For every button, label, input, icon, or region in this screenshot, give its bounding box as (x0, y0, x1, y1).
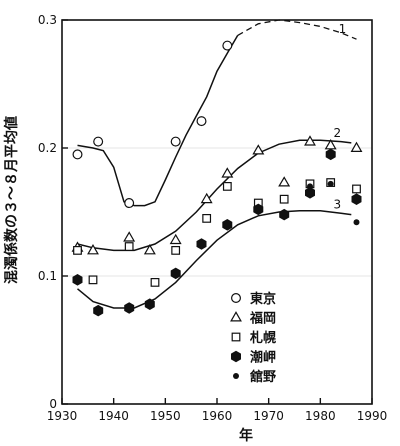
point-4 (93, 304, 104, 317)
y-tick-label: 0 (49, 397, 57, 411)
point-2 (252, 144, 265, 155)
point-1 (124, 198, 135, 209)
x-tick-label: 1990 (357, 409, 388, 423)
x-tick-label: 1980 (305, 409, 336, 423)
x-tick-label: 1960 (202, 409, 233, 423)
point-3 (73, 246, 82, 255)
y-axis-label: 混濁係数の３～８月平均値 (3, 116, 20, 284)
x-tick-label: 1970 (253, 409, 284, 423)
point-1 (72, 149, 83, 160)
curve-label-3: 3 (334, 198, 342, 212)
x-tick-label: 1930 (47, 409, 78, 423)
legend-label: 潮岬 (250, 350, 276, 366)
y-tick-label: 0.3 (38, 13, 57, 27)
point-2 (278, 176, 291, 187)
data-points (71, 40, 363, 317)
point-3 (124, 242, 134, 251)
legend-label: 東京 (250, 291, 276, 307)
point-3 (202, 214, 212, 223)
gridlines (62, 147, 372, 277)
point-4 (351, 193, 362, 205)
curve-1-solid (77, 35, 239, 207)
point-2 (221, 167, 234, 178)
point-1 (93, 136, 104, 147)
point-4 (144, 298, 155, 310)
point-1 (222, 40, 233, 51)
y-axis-ticks: 0 0.1 0.2 0.3 (38, 13, 68, 411)
point-4 (72, 274, 83, 286)
point-2 (123, 231, 136, 242)
point-4 (305, 187, 315, 199)
point-4 (279, 208, 290, 221)
legend-label: 福岡 (249, 311, 276, 327)
point-3 (222, 182, 232, 191)
point-4 (325, 148, 336, 161)
x-axis-label: 年 (239, 427, 253, 444)
point-4 (222, 219, 233, 231)
point-5 (307, 183, 313, 190)
point-3 (171, 246, 181, 255)
legend-marker-2 (230, 311, 242, 322)
point-2 (87, 243, 99, 255)
x-axis-ticks: 1930 1940 1950 1960 1970 1980 1990 (47, 398, 388, 423)
legend-label: 札幌 (249, 330, 276, 346)
y-tick-label: 0.2 (38, 141, 57, 155)
point-4 (124, 302, 135, 314)
point-5 (353, 219, 360, 226)
y-tick-label: 0.1 (38, 269, 57, 283)
point-3 (279, 194, 289, 204)
point-2 (200, 192, 213, 204)
fitted-curves (77, 19, 357, 309)
curve-label-2: 2 (334, 126, 342, 140)
point-2 (143, 243, 156, 255)
curve-3 (77, 209, 352, 309)
curve-labels: 1 2 3 (334, 22, 347, 211)
x-tick-label: 1950 (150, 409, 181, 423)
point-4 (170, 267, 181, 280)
curve-label-1: 1 (339, 22, 347, 36)
point-2 (169, 233, 182, 245)
curve-1-dashed (237, 19, 357, 40)
point-1 (196, 116, 207, 127)
point-1 (170, 136, 181, 147)
legend-label: 舘野 (249, 369, 276, 385)
legend-marker-4 (231, 350, 241, 363)
point-4 (196, 238, 207, 250)
point-5 (327, 180, 334, 187)
point-3 (150, 278, 160, 287)
legend-marker-1 (231, 293, 242, 304)
x-tick-label: 1940 (98, 409, 129, 423)
point-3 (352, 184, 361, 194)
point-2 (350, 141, 363, 152)
curve-2 (77, 139, 352, 252)
point-2 (304, 135, 316, 146)
point-3 (88, 275, 98, 285)
legend-marker-3 (231, 332, 241, 342)
legend-marker-5 (233, 373, 239, 379)
point-4 (253, 203, 264, 216)
